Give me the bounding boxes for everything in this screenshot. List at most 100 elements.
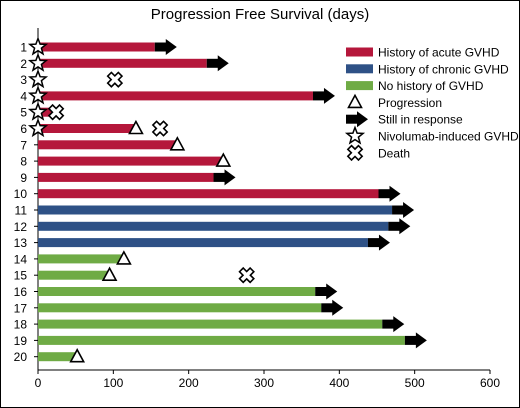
- legend-label: History of chronic GVHD: [378, 62, 509, 76]
- y-tick-label: 15: [14, 269, 28, 283]
- progression-triangle-15: [101, 266, 118, 282]
- y-tick-label: 14: [14, 252, 28, 266]
- nivolumab-gvhd-star-3: [27, 68, 49, 89]
- y-tick-label: 17: [14, 301, 28, 315]
- legend-item: Death: [346, 144, 410, 162]
- still-in-response-arrow-10: [378, 185, 401, 202]
- x-tick-label: 500: [405, 376, 425, 390]
- still-in-response-arrow-18: [382, 316, 405, 333]
- bar-patient-5: [38, 107, 52, 117]
- chart-title: Progression Free Survival (days): [150, 6, 370, 23]
- still-in-response-arrow-17: [321, 299, 344, 316]
- y-tick-label: 7: [20, 138, 27, 152]
- bar-patient-8: [38, 156, 224, 166]
- legend-label: Nivolumab-induced GVHD: [378, 130, 519, 144]
- axes-layer: 0 100 200 300 400 500 600123456789101112131415…: [14, 28, 500, 390]
- bar-patient-2: [38, 58, 207, 68]
- bar-patient-18: [38, 319, 383, 329]
- y-tick-label: 5: [20, 106, 27, 120]
- bar-patient-10: [38, 189, 379, 199]
- death-cross-15: [238, 266, 255, 284]
- death-cross-3: [106, 71, 124, 88]
- y-tick-label: 4: [20, 89, 27, 103]
- legend-item: Nivolumab-induced GVHD: [344, 125, 519, 145]
- progression-triangle-14: [116, 250, 132, 265]
- bar-patient-12: [38, 221, 389, 231]
- y-tick-label: 13: [14, 236, 28, 250]
- bar-patient-17: [38, 303, 322, 313]
- y-tick-label: 18: [14, 318, 28, 332]
- y-tick-label: 20: [14, 350, 28, 364]
- death-cross-5: [47, 103, 65, 121]
- nivolumab-gvhd-star-4: [27, 85, 49, 105]
- bar-patient-14: [38, 254, 124, 264]
- progression-triangle-20: [69, 348, 86, 363]
- cross-icon: [346, 144, 364, 162]
- still-in-response-arrow-16: [315, 283, 338, 300]
- y-tick-label: 1: [20, 41, 27, 55]
- y-tick-label: 10: [14, 187, 28, 201]
- y-tick-label: 9: [20, 171, 27, 185]
- legend: History of acute GVHD History of chronic …: [344, 46, 519, 162]
- still-in-response-arrow-2: [206, 55, 229, 72]
- bar-patient-16: [38, 287, 316, 296]
- bar-patient-19: [38, 335, 405, 345]
- still-in-response-arrow-13: [367, 234, 390, 251]
- legend-item: History of chronic GVHD: [346, 62, 509, 76]
- x-tick-label: 100: [103, 376, 123, 390]
- markers-layer: [27, 36, 427, 363]
- bar-patient-11: [38, 205, 393, 215]
- star-icon: [344, 125, 366, 145]
- legend-item: Still in response: [346, 111, 463, 128]
- y-tick-label: 8: [20, 155, 27, 169]
- y-tick-label: 3: [20, 73, 27, 87]
- arrow-icon: [346, 111, 368, 128]
- legend-label: History of acute GVHD: [378, 46, 500, 60]
- bar-patient-9: [38, 172, 214, 182]
- still-in-response-arrow-11: [392, 202, 415, 218]
- still-in-response-arrow-19: [404, 332, 427, 349]
- legend-item: No history of GVHD: [346, 79, 484, 93]
- legend-label: No history of GVHD: [378, 79, 484, 93]
- bar-patient-4: [38, 91, 313, 101]
- legend-swatch: [346, 64, 373, 74]
- x-tick-label: 0: [35, 376, 42, 390]
- bar-patient-15: [38, 270, 110, 280]
- x-tick-label: 200: [179, 376, 199, 390]
- legend-label: Still in response: [378, 113, 463, 127]
- nivolumab-gvhd-star-2: [27, 52, 49, 72]
- progression-triangle-6: [128, 119, 144, 135]
- y-tick-label: 6: [20, 122, 27, 136]
- triangle-icon: [347, 93, 363, 109]
- death-cross-6: [151, 120, 169, 137]
- still-in-response-arrow-12: [388, 218, 411, 235]
- legend-item: History of acute GVHD: [346, 46, 500, 60]
- y-tick-label: 16: [14, 285, 28, 299]
- still-in-response-arrow-9: [213, 169, 236, 186]
- y-tick-label: 11: [15, 204, 28, 218]
- nivolumab-gvhd-star-1: [27, 36, 49, 56]
- bars-layer: [38, 42, 405, 362]
- legend-label: Death: [378, 146, 410, 160]
- bar-patient-7: [38, 140, 178, 150]
- bar-patient-20: [38, 352, 78, 362]
- still-in-response-arrow-1: [154, 39, 177, 55]
- progression-triangle-7: [169, 136, 186, 151]
- y-tick-label: 2: [20, 57, 27, 71]
- x-tick-label: 600: [480, 376, 500, 390]
- nivolumab-gvhd-star-6: [27, 117, 49, 138]
- bar-patient-6: [38, 124, 136, 133]
- legend-item: Progression: [347, 93, 442, 110]
- legend-label: Progression: [378, 96, 442, 110]
- y-tick-label: 19: [14, 334, 28, 348]
- legend-swatch: [346, 47, 373, 57]
- bar-patient-1: [38, 42, 155, 52]
- nivolumab-gvhd-star-5: [27, 101, 49, 121]
- legend-swatch: [346, 81, 373, 91]
- bar-patient-13: [38, 238, 368, 248]
- x-tick-label: 300: [254, 376, 274, 390]
- y-tick-label: 12: [14, 220, 28, 234]
- x-tick-label: 400: [329, 376, 349, 390]
- still-in-response-arrow-4: [312, 87, 335, 104]
